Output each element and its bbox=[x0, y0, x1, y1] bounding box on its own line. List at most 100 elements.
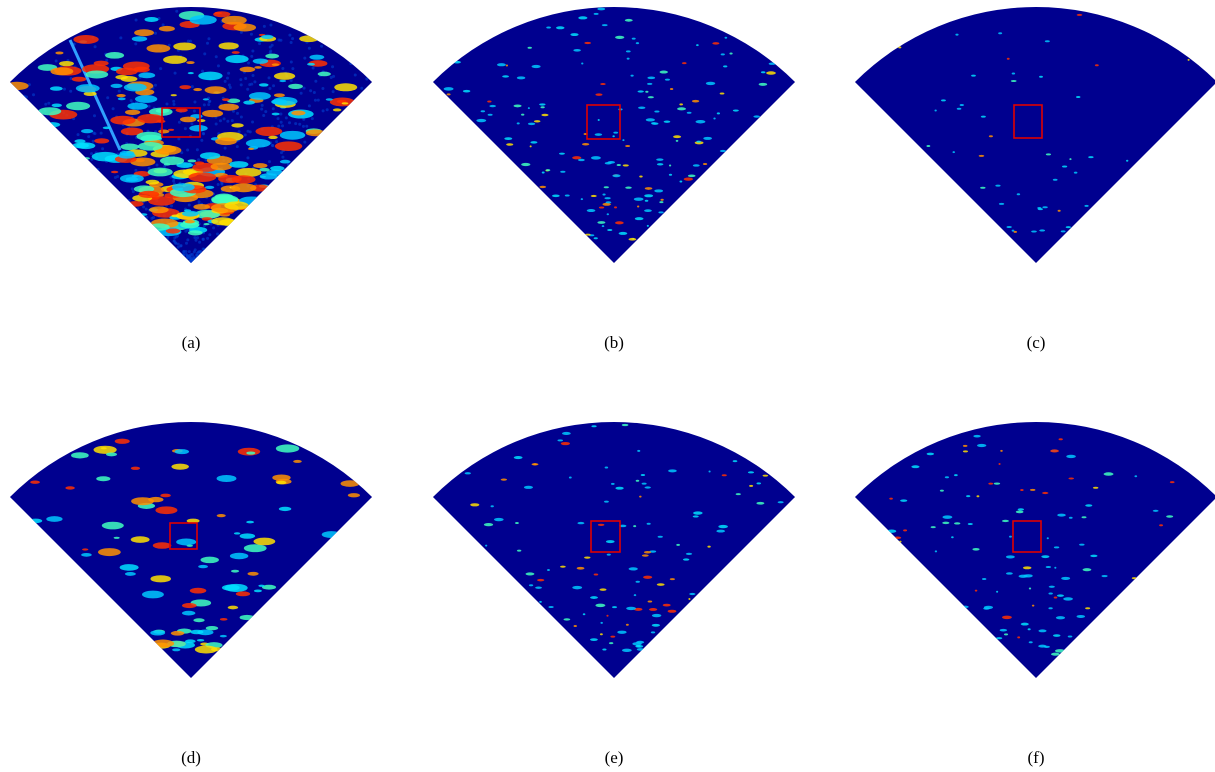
return bbox=[1082, 516, 1087, 518]
return bbox=[120, 144, 139, 151]
panel-label: (f) bbox=[1028, 748, 1045, 767]
noise bbox=[166, 238, 169, 241]
return bbox=[584, 42, 591, 44]
return bbox=[665, 79, 670, 81]
return bbox=[524, 486, 533, 489]
return bbox=[707, 546, 710, 548]
return bbox=[537, 579, 544, 582]
noise bbox=[188, 203, 191, 206]
return bbox=[636, 42, 639, 44]
return bbox=[628, 238, 636, 241]
noise bbox=[303, 141, 306, 144]
return bbox=[182, 211, 199, 217]
return bbox=[231, 570, 239, 573]
noise bbox=[258, 42, 261, 45]
noise bbox=[240, 83, 243, 86]
return bbox=[1101, 575, 1107, 577]
return bbox=[1037, 207, 1041, 209]
return bbox=[1000, 629, 1007, 632]
return bbox=[215, 138, 237, 146]
return bbox=[73, 143, 89, 149]
return bbox=[748, 471, 754, 473]
return bbox=[942, 515, 952, 518]
return bbox=[120, 564, 139, 571]
noise bbox=[281, 124, 284, 127]
noise bbox=[311, 117, 314, 120]
return bbox=[127, 103, 147, 110]
return bbox=[708, 471, 710, 473]
return bbox=[540, 106, 544, 108]
return bbox=[309, 55, 324, 60]
return bbox=[625, 19, 633, 22]
return bbox=[657, 163, 663, 165]
return bbox=[243, 100, 255, 104]
noise bbox=[253, 80, 256, 83]
noise bbox=[47, 102, 50, 105]
return bbox=[211, 647, 223, 651]
return bbox=[1038, 645, 1046, 648]
return bbox=[574, 625, 577, 627]
return bbox=[228, 606, 239, 610]
return bbox=[642, 554, 649, 556]
return bbox=[276, 481, 286, 485]
return bbox=[444, 87, 454, 90]
return bbox=[595, 133, 602, 136]
noise bbox=[281, 67, 284, 70]
return bbox=[521, 163, 530, 166]
noise bbox=[291, 37, 294, 40]
noise bbox=[271, 44, 274, 47]
noise bbox=[360, 87, 363, 90]
return bbox=[168, 129, 174, 131]
return bbox=[1050, 449, 1059, 452]
return bbox=[989, 135, 993, 137]
return bbox=[280, 131, 305, 140]
noise bbox=[248, 83, 251, 86]
return bbox=[1074, 172, 1078, 174]
return bbox=[138, 72, 155, 78]
panel-label: (e) bbox=[605, 748, 624, 767]
return bbox=[637, 648, 644, 651]
return bbox=[189, 125, 207, 131]
return bbox=[1004, 633, 1008, 635]
return bbox=[494, 518, 504, 521]
noise bbox=[298, 123, 301, 126]
return bbox=[645, 486, 651, 488]
return bbox=[116, 68, 138, 76]
return bbox=[81, 553, 92, 557]
return bbox=[222, 585, 240, 591]
return bbox=[971, 75, 976, 77]
return bbox=[116, 94, 125, 97]
return bbox=[617, 164, 621, 166]
return bbox=[1058, 210, 1061, 212]
return bbox=[931, 526, 936, 528]
noise bbox=[239, 78, 242, 81]
return bbox=[166, 229, 180, 234]
return bbox=[626, 624, 629, 626]
return bbox=[535, 586, 542, 588]
return bbox=[539, 103, 545, 105]
return bbox=[578, 16, 587, 19]
noise bbox=[223, 117, 226, 120]
noise bbox=[90, 152, 93, 155]
return bbox=[941, 99, 946, 101]
return bbox=[581, 198, 583, 200]
return bbox=[594, 573, 599, 575]
return bbox=[598, 119, 600, 121]
return bbox=[85, 70, 108, 78]
return bbox=[1017, 193, 1020, 195]
noise bbox=[202, 132, 205, 135]
return bbox=[648, 601, 653, 603]
return bbox=[253, 58, 268, 63]
return bbox=[1053, 634, 1061, 637]
noise bbox=[302, 125, 305, 128]
return bbox=[1079, 544, 1084, 546]
return bbox=[1061, 230, 1066, 232]
return bbox=[270, 166, 284, 171]
return bbox=[660, 71, 668, 74]
return bbox=[639, 176, 642, 178]
return bbox=[1045, 40, 1050, 42]
return bbox=[692, 100, 699, 103]
return bbox=[528, 47, 532, 49]
return bbox=[236, 591, 250, 596]
return bbox=[664, 120, 671, 122]
